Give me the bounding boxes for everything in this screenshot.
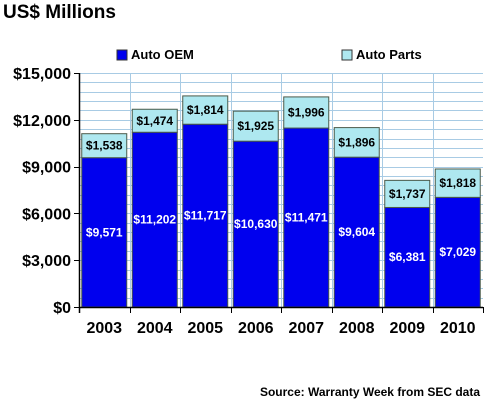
x-tick-label: 2006	[238, 320, 274, 337]
x-tick-label: 2005	[187, 320, 223, 337]
y-tick-label: $12,000	[13, 113, 71, 130]
data-label-auto-parts: $1,474	[136, 114, 173, 128]
data-label-auto-parts: $1,925	[237, 119, 274, 133]
data-label-auto-oem: $7,029	[439, 245, 476, 259]
data-label-auto-parts: $1,737	[389, 187, 426, 201]
legend-swatch-auto-parts	[341, 49, 353, 61]
x-tick-label: 2010	[440, 320, 476, 337]
data-label-auto-oem: $11,717	[184, 209, 227, 223]
bar-auto-parts	[384, 179, 431, 208]
chart-title: US$ Millions	[3, 2, 116, 23]
bar-auto-parts	[232, 110, 279, 142]
legend-label-auto-parts: Auto Parts	[356, 47, 422, 62]
bar-auto-parts	[283, 96, 330, 129]
data-label-auto-parts: $1,814	[187, 103, 224, 117]
bar-auto-oem	[384, 206, 431, 308]
y-axis-tick-labels: $0 $3,000 $6,000 $9,000 $12,000 $15,000	[13, 66, 71, 317]
y-tick-label: $6,000	[22, 206, 71, 223]
x-tick-label: 2007	[288, 320, 324, 337]
bar-auto-oem	[333, 156, 380, 308]
source-note: Source: Warranty Week from SEC data	[260, 385, 480, 399]
bar-auto-oem	[434, 196, 481, 308]
data-label-auto-parts: $1,538	[86, 139, 123, 153]
data-label-auto-oem: $9,571	[86, 225, 123, 239]
data-label-auto-parts: $1,818	[439, 176, 476, 190]
y-tick-label: $15,000	[13, 66, 71, 83]
data-label-auto-oem: $11,471	[285, 211, 328, 225]
y-tick-label: $0	[53, 300, 71, 317]
data-label-auto-oem: $11,202	[133, 213, 176, 227]
bar-auto-parts	[182, 95, 229, 125]
axes	[74, 73, 484, 313]
y-tick-label: $3,000	[22, 253, 71, 270]
legend-swatch-auto-oem	[116, 49, 128, 61]
bar-auto-parts	[333, 127, 380, 158]
data-label-auto-oem: $9,604	[338, 225, 375, 239]
x-tick-label: 2003	[86, 320, 122, 337]
bars: $9,571 $1,538 $11,202 $1,474 $11,717 $1,814 $1…	[81, 95, 481, 308]
legend-label-auto-oem: Auto OEM	[131, 47, 194, 62]
bar-auto-oem	[131, 131, 178, 308]
data-label-auto-parts: $1,896	[338, 135, 375, 149]
bar-auto-parts	[131, 108, 178, 133]
bar-auto-parts	[434, 168, 481, 198]
data-label-auto-oem: $10,630	[234, 217, 278, 231]
legend: Auto OEM Auto Parts	[116, 47, 422, 62]
x-tick-label: 2009	[389, 320, 425, 337]
x-axis-tick-labels: 2003 2004 2005 2006 2007 2008 2009 2010	[86, 320, 475, 337]
data-label-auto-oem: $6,381	[389, 250, 426, 264]
x-tick-label: 2004	[137, 320, 173, 337]
y-tick-label: $9,000	[22, 160, 71, 177]
x-tick-label: 2008	[339, 320, 375, 337]
data-label-auto-parts: $1,996	[288, 105, 325, 119]
bar-auto-parts	[81, 133, 128, 159]
